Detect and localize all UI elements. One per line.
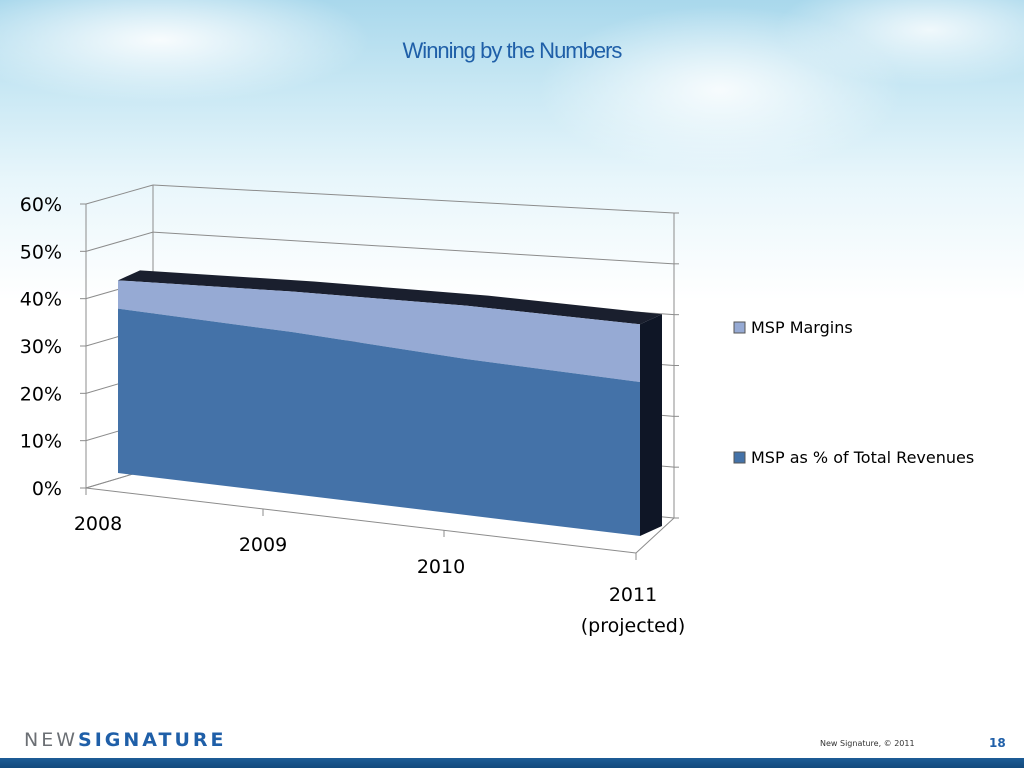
y-axis-tick-label: 20% [20, 383, 62, 405]
gridline-side [85, 231, 154, 252]
gridline-back [152, 231, 675, 265]
company-logo: NEWSIGNATURE [24, 729, 227, 751]
area-series-msp-revenues [118, 308, 640, 536]
copyright-text: New Signature, © 2011 [820, 739, 915, 748]
logo-word-signature: SIGNATURE [78, 729, 227, 751]
area-right-face [640, 314, 662, 536]
x-axis-tick-label: (projected) [581, 615, 686, 637]
slide-title: Winning by the Numbers [402, 38, 623, 63]
logo-word-new: NEW [24, 729, 79, 751]
sky-background [0, 0, 1024, 300]
y-axis-tick-label: 40% [20, 289, 62, 311]
gridline-side [85, 184, 154, 205]
x-axis-tick-label: 2011 [609, 584, 657, 606]
floor-front-edge [85, 487, 637, 554]
legend-swatch [733, 321, 746, 334]
area-top-edge [118, 270, 662, 325]
y-axis-tick-label: 50% [20, 241, 62, 263]
x-axis-tick-label: 2009 [239, 534, 287, 556]
legend-label: MSP Margins [751, 318, 853, 337]
y-axis-tick-label: 60% [20, 194, 62, 216]
legend-swatch [733, 451, 746, 464]
gridline-back [152, 184, 675, 214]
area-series-msp-margins [118, 280, 640, 382]
y-axis-tick-label: 30% [20, 336, 62, 358]
y-axis-tick-label: 0% [32, 478, 62, 500]
y-axis-tick-label: 10% [20, 431, 62, 453]
footer-bar [0, 758, 1024, 768]
x-axis-tick-label: 2008 [74, 513, 122, 535]
page-number: 18 [989, 736, 1006, 750]
x-axis-tick-label: 2010 [417, 556, 465, 578]
floor-right-edge [635, 517, 675, 554]
legend-label: MSP as % of Total Revenues [751, 448, 974, 467]
